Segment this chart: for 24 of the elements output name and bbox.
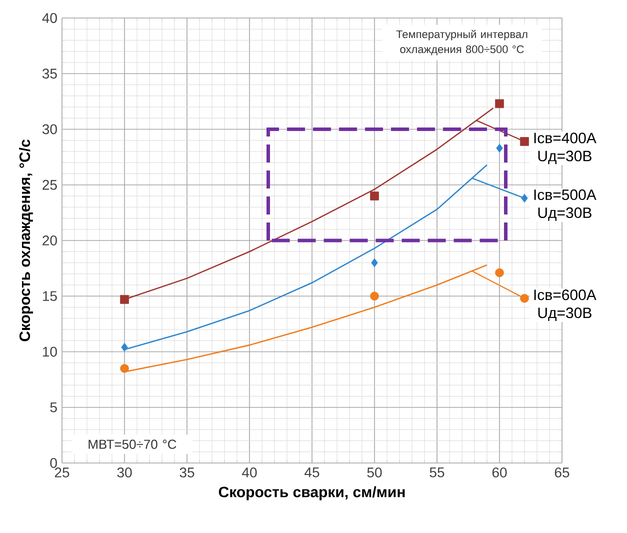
y-tick-label: 5 bbox=[50, 402, 57, 412]
y-tick-label: 40 bbox=[42, 13, 57, 23]
y-tick-label: 10 bbox=[42, 346, 57, 357]
y-tick-label: 30 bbox=[42, 124, 57, 134]
x-tick-label: 60 bbox=[492, 468, 507, 478]
y-tick-label: 25 bbox=[42, 180, 57, 190]
legend-label: Iсв=600А Uд=30В bbox=[534, 290, 596, 321]
x-axis-title: Скорость сварки, см/мин bbox=[218, 486, 405, 500]
x-tick-label: 35 bbox=[180, 468, 194, 478]
x-tick-label: 65 bbox=[554, 468, 570, 478]
x-tick-label: 30 bbox=[117, 468, 132, 478]
y-tick-label: 20 bbox=[42, 236, 57, 246]
y-tick-label: 15 bbox=[42, 291, 57, 302]
legend-label: Iсв=400А Uд=30В bbox=[534, 132, 596, 164]
x-tick-label: 55 bbox=[430, 468, 444, 478]
y-axis-title: Скорость охлаждения, °С/с bbox=[19, 140, 34, 342]
y-tick-label: 0 bbox=[50, 458, 57, 468]
x-tick-label: 40 bbox=[242, 468, 257, 478]
legend-label: Iсв=500А Uд=30В bbox=[534, 189, 596, 221]
x-tick-label: 50 bbox=[367, 468, 382, 478]
x-tick-label: 45 bbox=[304, 468, 320, 478]
annotation: МВТ=50÷70 °С bbox=[88, 440, 176, 449]
y-tick-label: 35 bbox=[42, 68, 57, 79]
annotation: Температурный интервал охлаждения 800÷500 °С bbox=[396, 30, 528, 56]
